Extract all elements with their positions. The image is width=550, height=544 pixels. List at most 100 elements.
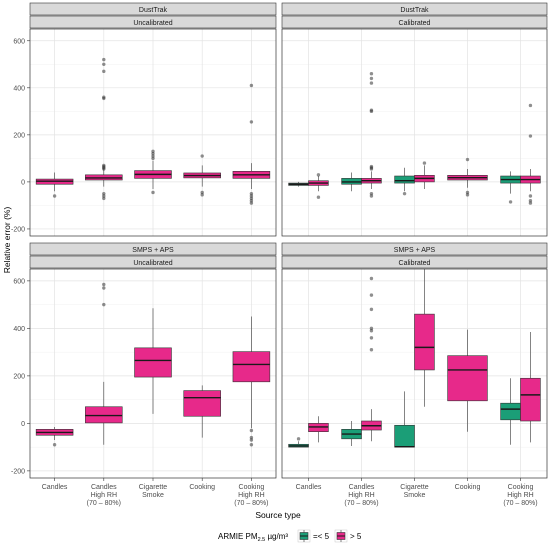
y-tick-label: 200: [13, 132, 25, 139]
x-tick-label-line: High RH: [91, 492, 117, 499]
box-low-cat0: [288, 181, 309, 187]
outlier-point: [102, 62, 106, 66]
outlier-point: [528, 194, 533, 198]
legend-title-main: ARMIE PM: [218, 532, 258, 541]
x-tick-label-line: Cigarette: [400, 484, 429, 491]
strip-col-bg: [29, 255, 277, 269]
box-high-cat3: [183, 385, 221, 438]
box-high-cat4: [232, 316, 271, 447]
x-tick-label: Cooking High RH (70 – 80%): [503, 484, 537, 507]
panel-2: DustTrak Calibrated: [281, 2, 548, 237]
outlier-point: [465, 157, 470, 162]
outlier-point: [465, 193, 470, 197]
outlier-point: [249, 199, 254, 203]
panel-border: [281, 28, 548, 237]
x-tick-label-line: (70 – 80%): [87, 500, 121, 507]
outlier-point: [369, 307, 374, 312]
box-low-cat1: [341, 421, 362, 446]
outlier-point: [102, 191, 106, 196]
outlier-point: [369, 194, 374, 198]
legend-title: ARMIE PM2.5 µg/m³: [218, 532, 288, 543]
legend-title-unit: µg/m³: [265, 532, 288, 541]
x-tick-label: Candles: [296, 484, 322, 491]
outlier-point: [249, 120, 254, 124]
y-tick-label: 600: [13, 278, 25, 285]
x-tick-label-line: (70 – 80%): [234, 500, 268, 507]
outlier-point: [52, 194, 57, 198]
y-tick-label: 600: [13, 38, 25, 45]
outlier-point: [249, 194, 254, 198]
x-tick-label: Cooking: [189, 484, 215, 491]
outlier-point: [369, 71, 374, 76]
box-high-cat1: [361, 276, 382, 442]
box-iqr: [414, 313, 435, 371]
strip-row-bg: [281, 242, 548, 256]
strip-col-label: Uncalibrated: [133, 20, 172, 27]
outlier-point: [102, 302, 106, 307]
panel-1: DustTrak Uncalibrated -200 0 200 400 600: [11, 2, 277, 237]
outlier-point: [102, 286, 106, 290]
box-high-cat2: [414, 269, 435, 407]
panel-border: [29, 28, 277, 237]
outlier-point: [102, 163, 106, 168]
outlier-point: [249, 428, 254, 433]
outlier-point: [151, 156, 155, 161]
outlier-point: [102, 69, 106, 74]
box-iqr: [500, 402, 521, 421]
major-gridlines: [282, 269, 547, 478]
panel-3: SMPS + APS Uncalibrated -200 0 200 400 600 Cand…: [11, 242, 277, 507]
boxes: [35, 57, 271, 205]
box-high-cat3: [183, 154, 221, 197]
x-tick-label: Candles: [42, 484, 68, 491]
outlier-point: [369, 326, 374, 331]
strip-col-bg: [29, 15, 277, 29]
x-tick-label-line: Candles: [91, 484, 117, 491]
box-high-cat4: [520, 331, 541, 443]
strip-row-label: SMPS + APS: [394, 247, 436, 254]
y-tick-label: 0: [21, 421, 25, 428]
legend-entry-label: > 5: [350, 532, 362, 541]
outlier-point: [200, 154, 204, 158]
legend-title-sub: 2.5: [258, 537, 266, 543]
outlier-point: [102, 196, 106, 201]
outlier-point: [402, 191, 407, 196]
box-low-cat2: [394, 391, 415, 448]
box-high-cat1: [361, 71, 382, 198]
outlier-point: [102, 95, 106, 99]
outlier-point: [369, 191, 374, 196]
box-iqr: [520, 377, 541, 422]
outlier-point: [528, 201, 533, 205]
outlier-point: [369, 348, 374, 352]
outlier-point: [102, 57, 106, 62]
legend: ARMIE PM2.5 µg/m³ =< 5 > 5: [218, 529, 362, 543]
y-tick-label: -200: [11, 226, 25, 233]
x-tick-label-line: (70 – 80%): [503, 500, 537, 507]
box-low-cat0: [288, 437, 309, 448]
x-tick-label-line: Cooking: [508, 484, 534, 491]
outlier-point: [369, 76, 374, 81]
panels-layer: DustTrakUncalibrated-2000200400600DustTr…: [11, 2, 548, 507]
outlier-point: [528, 103, 533, 108]
strip-row-label: DustTrak: [139, 7, 168, 14]
outlier-point: [369, 108, 374, 112]
outlier-point: [200, 190, 204, 195]
box-iqr: [85, 406, 123, 424]
boxes: [288, 71, 541, 205]
box-high-cat0: [35, 172, 74, 198]
x-tick-label-line: Cooking: [455, 484, 481, 491]
x-tick-label: Cigarette Smoke: [400, 484, 429, 499]
y-tick-label: 0: [21, 179, 25, 186]
box-high-cat2: [134, 149, 172, 195]
box-high-cat0: [308, 173, 329, 199]
outlier-point: [369, 336, 374, 340]
outlier-point: [369, 329, 374, 333]
box-high-cat0: [308, 416, 329, 443]
x-tick-label-line: Smoke: [142, 492, 164, 499]
strip-col-bg: [281, 15, 548, 29]
strip-row-label: SMPS + APS: [132, 247, 174, 254]
legend-entry-high: > 5: [334, 529, 362, 543]
outlier-point: [151, 154, 155, 158]
strip-col-label: Calibrated: [399, 260, 431, 267]
outlier-point: [465, 190, 470, 195]
